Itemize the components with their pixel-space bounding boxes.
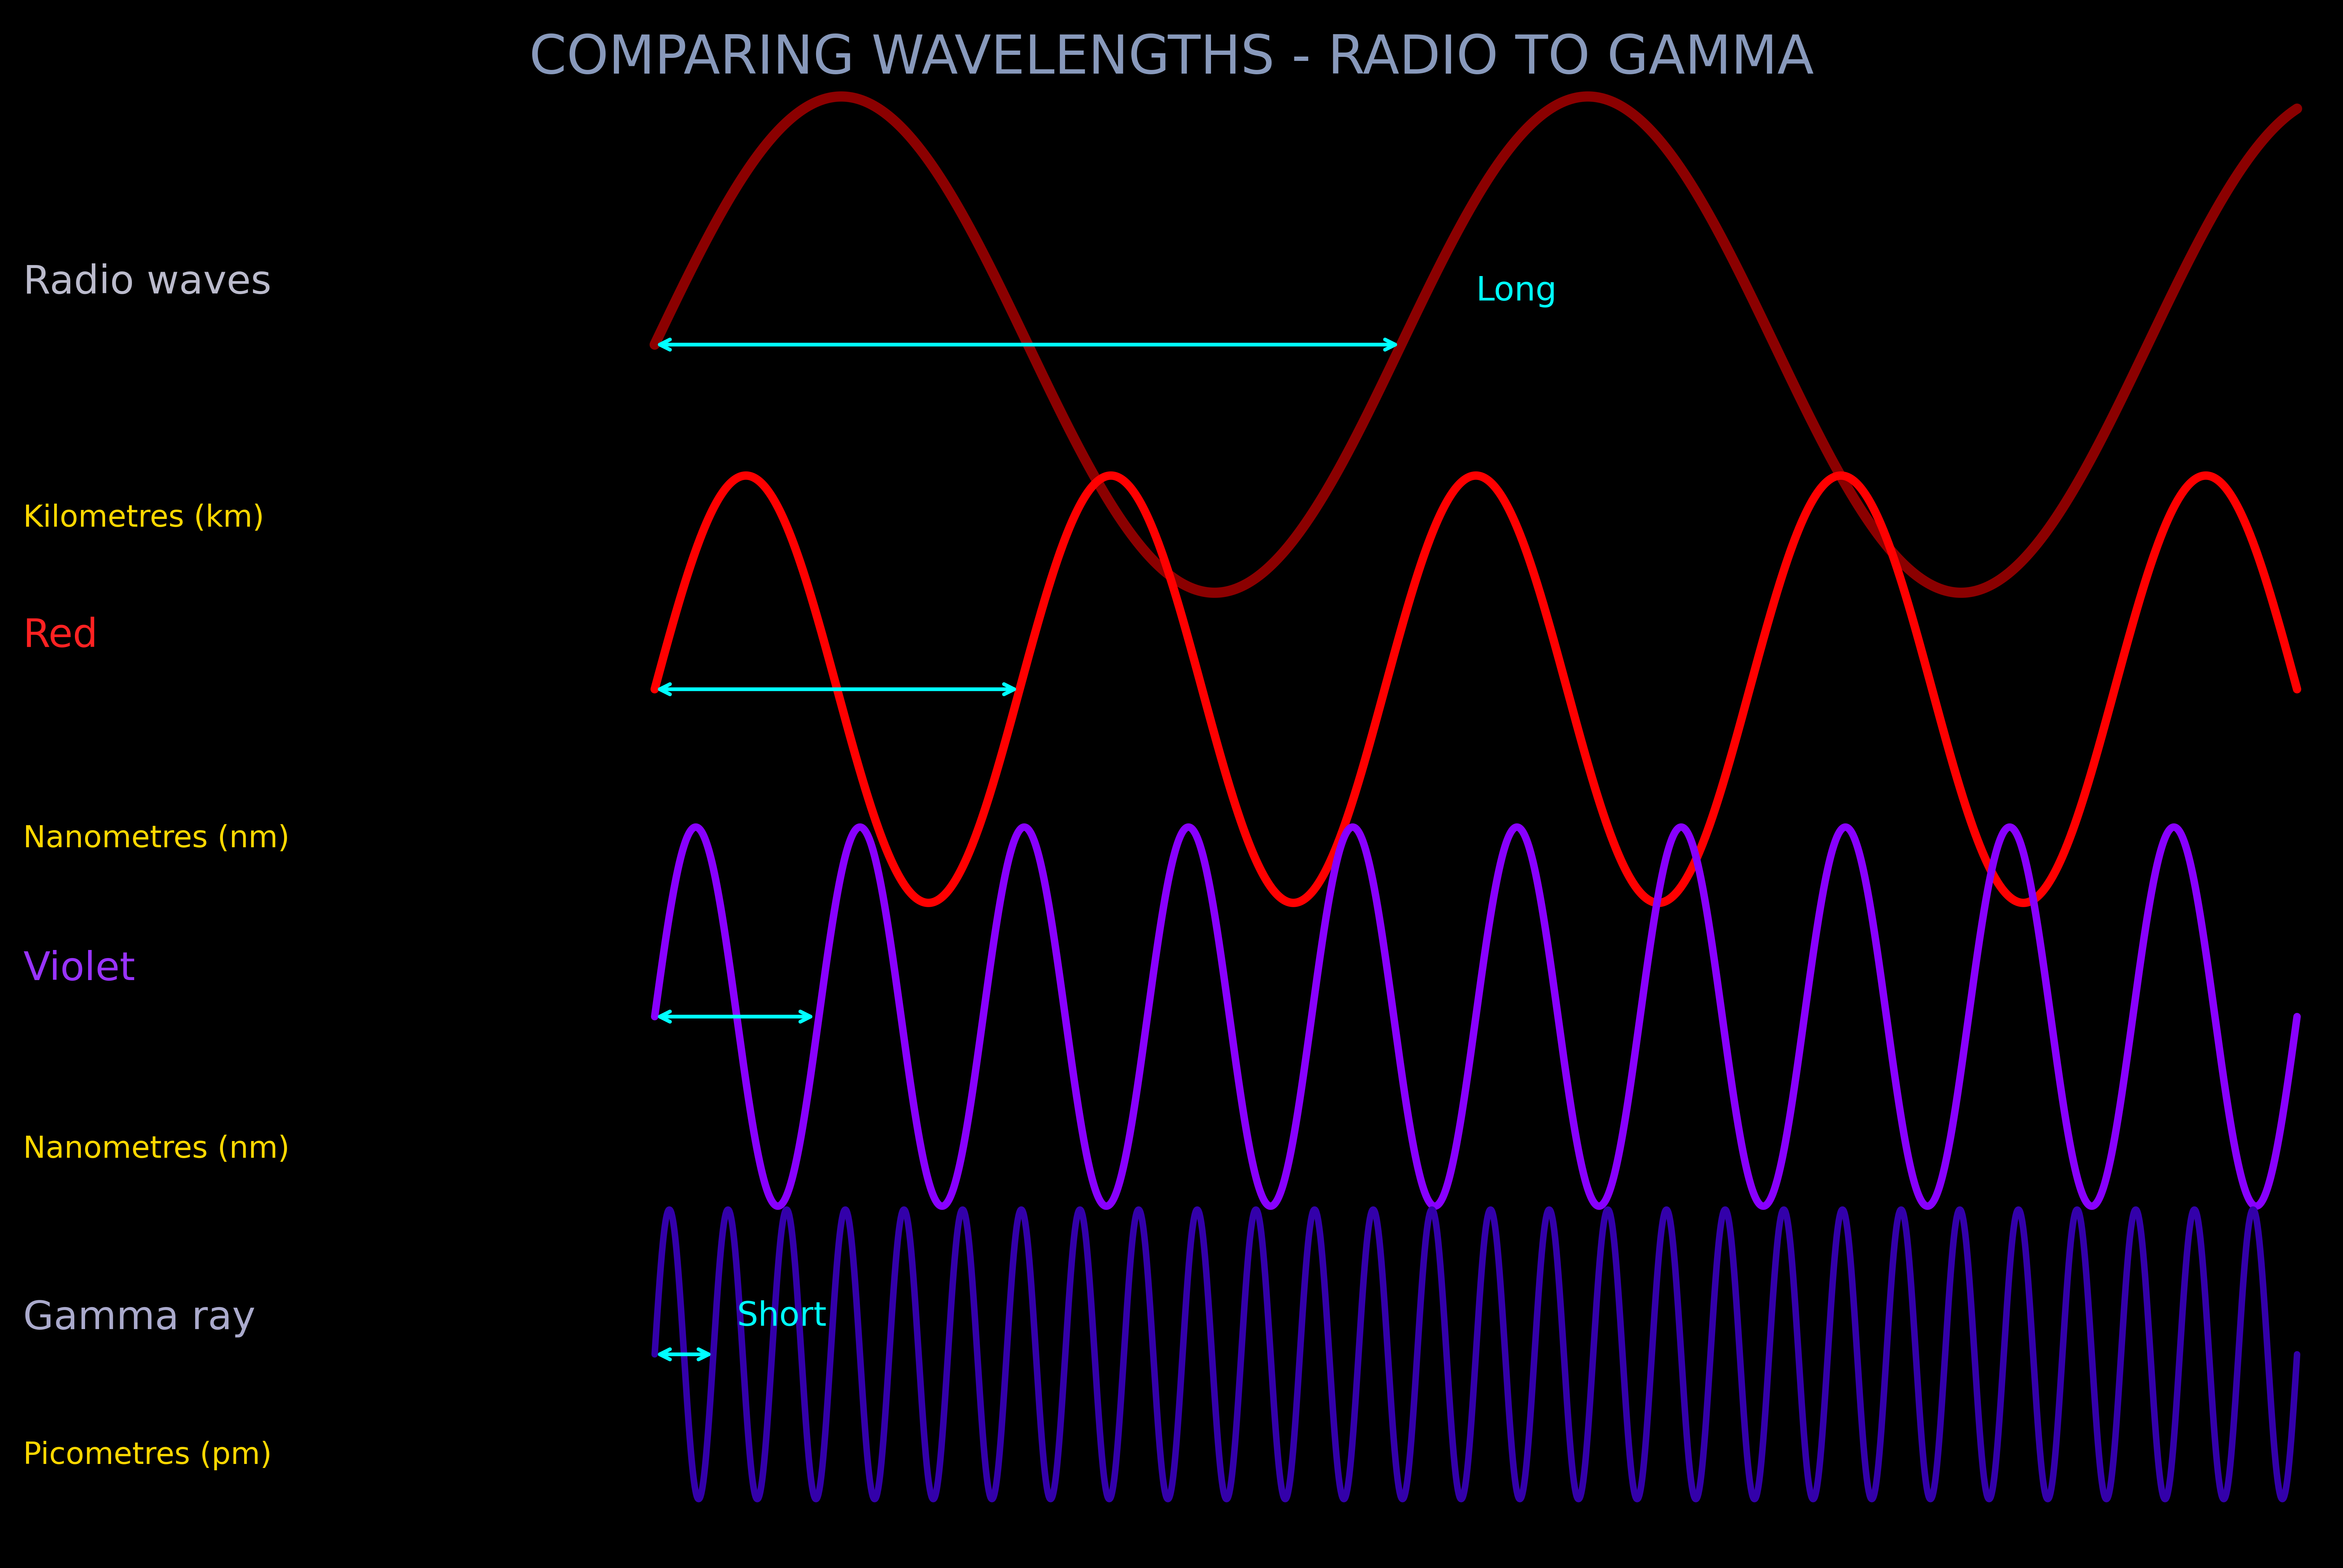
Text: Violet: Violet [23, 950, 136, 988]
Text: Long: Long [1476, 274, 1556, 307]
Text: Picometres (pm): Picometres (pm) [23, 1441, 272, 1471]
Text: Nanometres (nm): Nanometres (nm) [23, 825, 291, 853]
Text: Kilometres (km): Kilometres (km) [23, 503, 265, 533]
Text: Red: Red [23, 616, 98, 655]
Text: Short: Short [736, 1300, 827, 1333]
Text: Nanometres (nm): Nanometres (nm) [23, 1135, 291, 1163]
Text: Radio waves: Radio waves [23, 263, 272, 301]
Text: COMPARING WAVELENGTHS - RADIO TO GAMMA: COMPARING WAVELENGTHS - RADIO TO GAMMA [530, 33, 1813, 85]
Text: Gamma ray: Gamma ray [23, 1298, 255, 1338]
